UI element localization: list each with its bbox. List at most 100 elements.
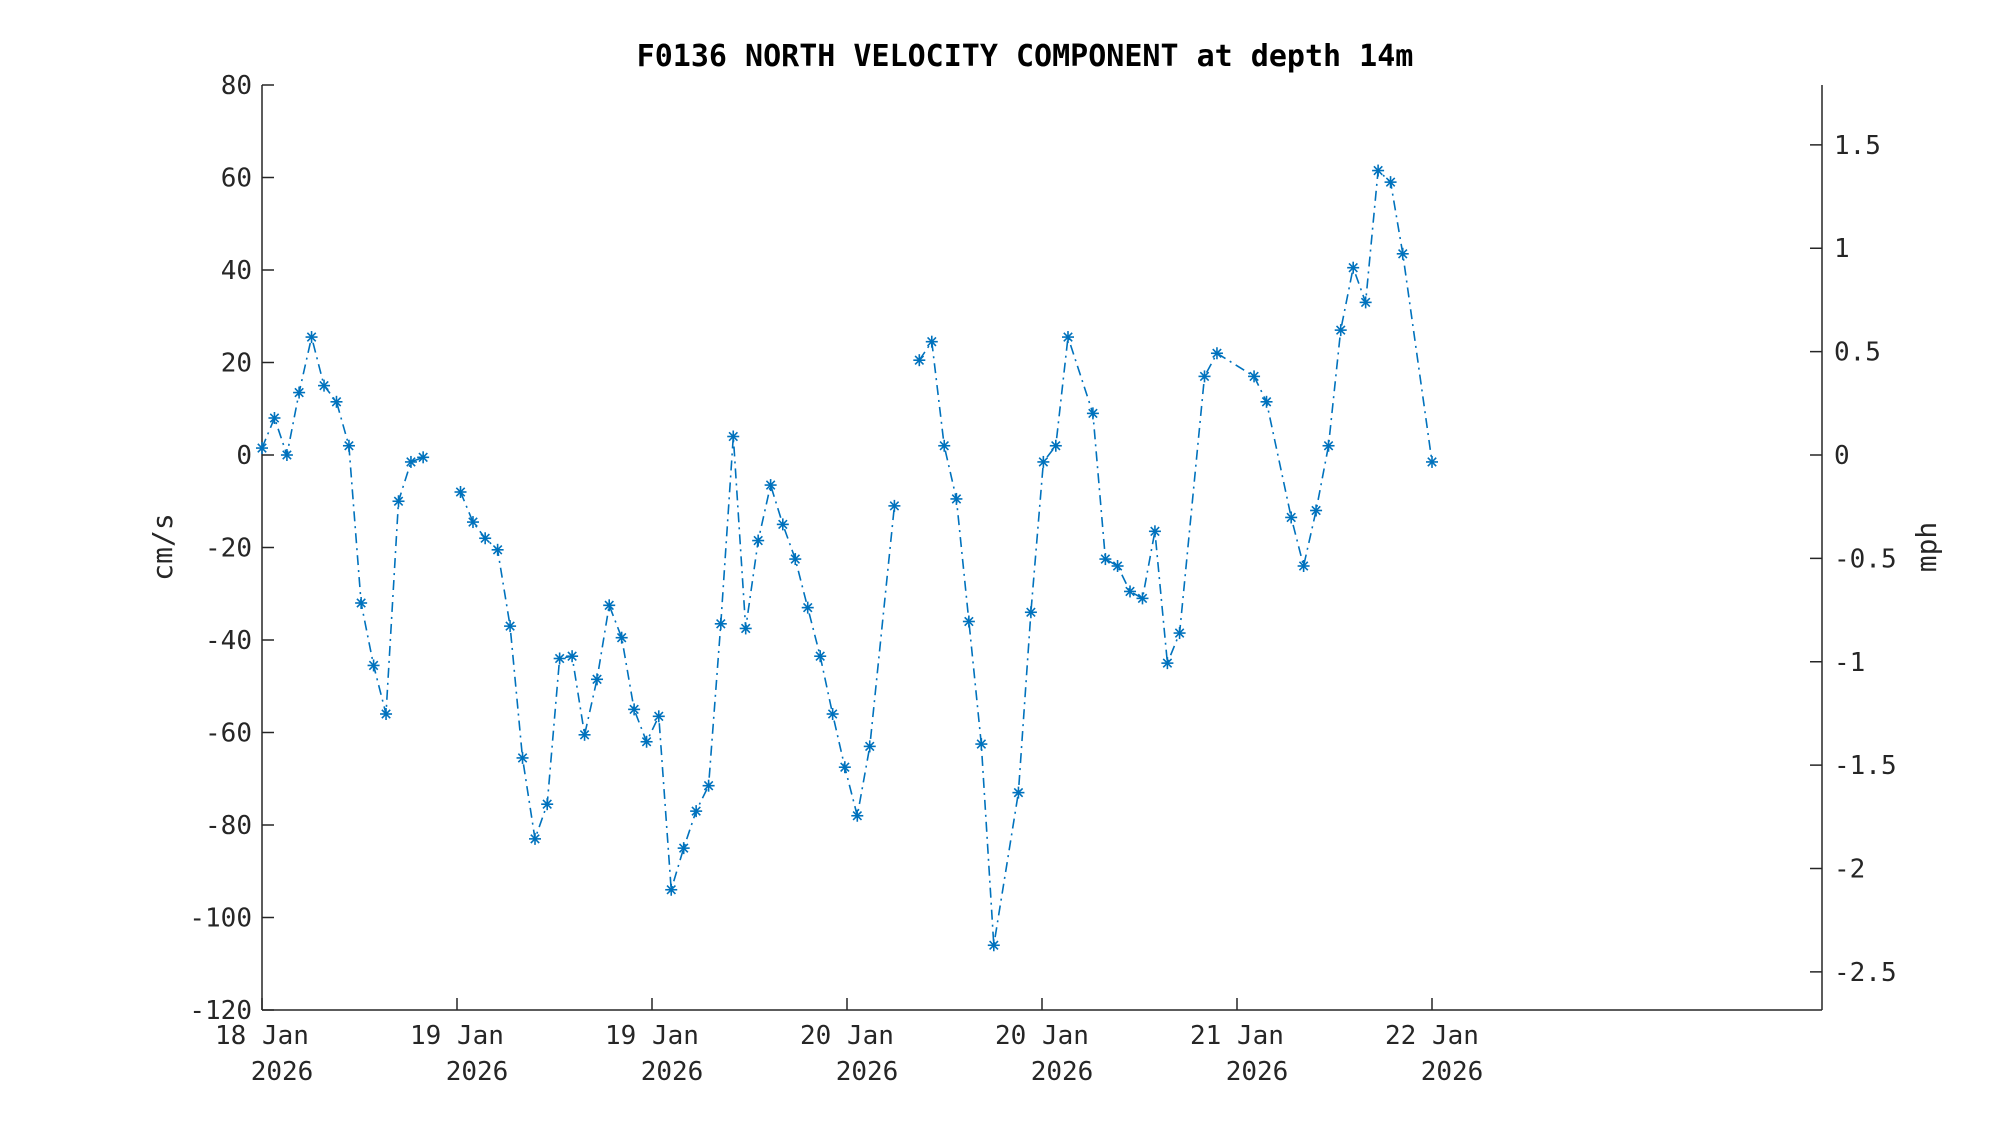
x-tick-label-year: 2026	[1421, 1057, 1484, 1087]
data-point	[591, 673, 604, 686]
data-point	[739, 622, 752, 635]
series-group	[256, 164, 1438, 952]
data-point	[1012, 786, 1025, 799]
data-point	[1426, 455, 1438, 468]
data-point	[504, 620, 517, 633]
x-tick-label-year: 2026	[836, 1057, 899, 1087]
data-point	[479, 532, 492, 545]
data-point	[702, 779, 715, 792]
data-point	[1384, 176, 1397, 189]
y-tick-label-left: 40	[221, 256, 252, 286]
data-point	[1396, 247, 1409, 260]
x-tick-label-day: 20 Jan	[995, 1021, 1089, 1051]
data-point	[913, 354, 926, 367]
series-line	[918, 168, 1433, 946]
y-axis-label-right: mph	[1910, 522, 1943, 573]
data-point	[1198, 370, 1211, 383]
data-point	[1285, 511, 1298, 524]
data-point	[615, 631, 628, 644]
data-point	[293, 386, 306, 399]
x-tick-label-year: 2026	[446, 1057, 509, 1087]
data-point	[727, 430, 740, 443]
data-point	[1161, 657, 1174, 670]
data-point	[529, 832, 541, 845]
data-point	[1148, 525, 1161, 538]
y-tick-label-right: -2.5	[1834, 958, 1897, 988]
data-point	[1322, 439, 1335, 452]
data-point	[1359, 296, 1372, 309]
y-tick-label-right: 1	[1834, 234, 1850, 264]
x-tick-label-year: 2026	[251, 1057, 314, 1087]
data-point	[578, 728, 591, 741]
y-ticks-left: 80 60 40 20 0 -20 -40 -60 -80 -100 -120	[189, 71, 274, 1026]
data-point	[1062, 331, 1074, 344]
data-point	[566, 650, 579, 663]
data-point	[1086, 407, 1099, 420]
data-point	[764, 479, 777, 492]
data-point	[1297, 560, 1310, 572]
data-point	[1248, 370, 1261, 383]
data-point	[776, 518, 789, 531]
x-tick-label-day: 22 Jan	[1385, 1021, 1479, 1051]
y-tick-label-left: -120	[189, 996, 252, 1026]
data-point	[1347, 261, 1360, 274]
chart-title: F0136 NORTH VELOCITY COMPONENT at depth …	[637, 39, 1414, 74]
x-tick-label-day: 19 Jan	[605, 1021, 699, 1051]
data-point	[814, 650, 827, 663]
data-point	[1334, 324, 1347, 337]
data-point	[752, 534, 765, 547]
data-point	[1310, 504, 1323, 517]
x-tick-label-day: 20 Jan	[800, 1021, 894, 1051]
x-tick-label-day: 19 Jan	[410, 1021, 504, 1051]
data-point	[665, 883, 678, 896]
data-point	[380, 708, 393, 720]
data-point	[1173, 627, 1186, 640]
data-point	[1024, 606, 1037, 619]
y-tick-label-left: 0	[236, 441, 252, 471]
data-point	[714, 617, 727, 630]
y-tick-label-left: 80	[221, 71, 252, 101]
data-point	[826, 708, 839, 720]
data-point	[1372, 164, 1385, 177]
x-tick-label-day: 21 Jan	[1190, 1021, 1284, 1051]
data-point	[628, 703, 641, 716]
data-point	[677, 842, 690, 855]
y-tick-label-left: -20	[205, 534, 252, 564]
data-point	[256, 442, 268, 455]
data-point	[1111, 560, 1124, 572]
data-point	[367, 659, 380, 672]
data-point	[652, 710, 665, 723]
y-tick-label-right: -1.5	[1834, 751, 1897, 781]
data-point	[838, 761, 851, 774]
y-axis-label-left: cm/s	[146, 513, 179, 580]
y-tick-label-left: 60	[221, 164, 252, 194]
data-point	[541, 798, 554, 811]
data-point	[516, 751, 529, 764]
data-point	[305, 331, 318, 344]
data-point	[280, 449, 293, 461]
data-point	[1049, 439, 1062, 452]
data-point	[888, 499, 901, 512]
data-point	[640, 735, 653, 748]
data-point	[925, 335, 938, 348]
data-point	[1260, 395, 1273, 408]
data-point	[1136, 592, 1149, 605]
data-point	[851, 809, 864, 822]
y-ticks-right: 1.5 1 0.5 0 -0.5 -1 -1.5 -2 -2.5	[1810, 131, 1897, 988]
data-point	[318, 379, 331, 392]
data-point	[491, 543, 504, 556]
y-tick-label-left: -40	[205, 626, 252, 656]
y-tick-label-right: 0.5	[1834, 338, 1881, 368]
y-tick-label-right: -2	[1834, 855, 1865, 885]
series-line	[261, 336, 424, 715]
data-point	[938, 439, 951, 452]
y-tick-label-right: -0.5	[1834, 544, 1897, 574]
data-point	[987, 939, 1000, 952]
y-tick-label-right: 1.5	[1834, 131, 1881, 161]
data-point	[454, 486, 467, 498]
data-point	[342, 439, 355, 452]
data-point	[355, 597, 368, 609]
data-point	[392, 495, 405, 508]
series-line	[459, 436, 896, 891]
